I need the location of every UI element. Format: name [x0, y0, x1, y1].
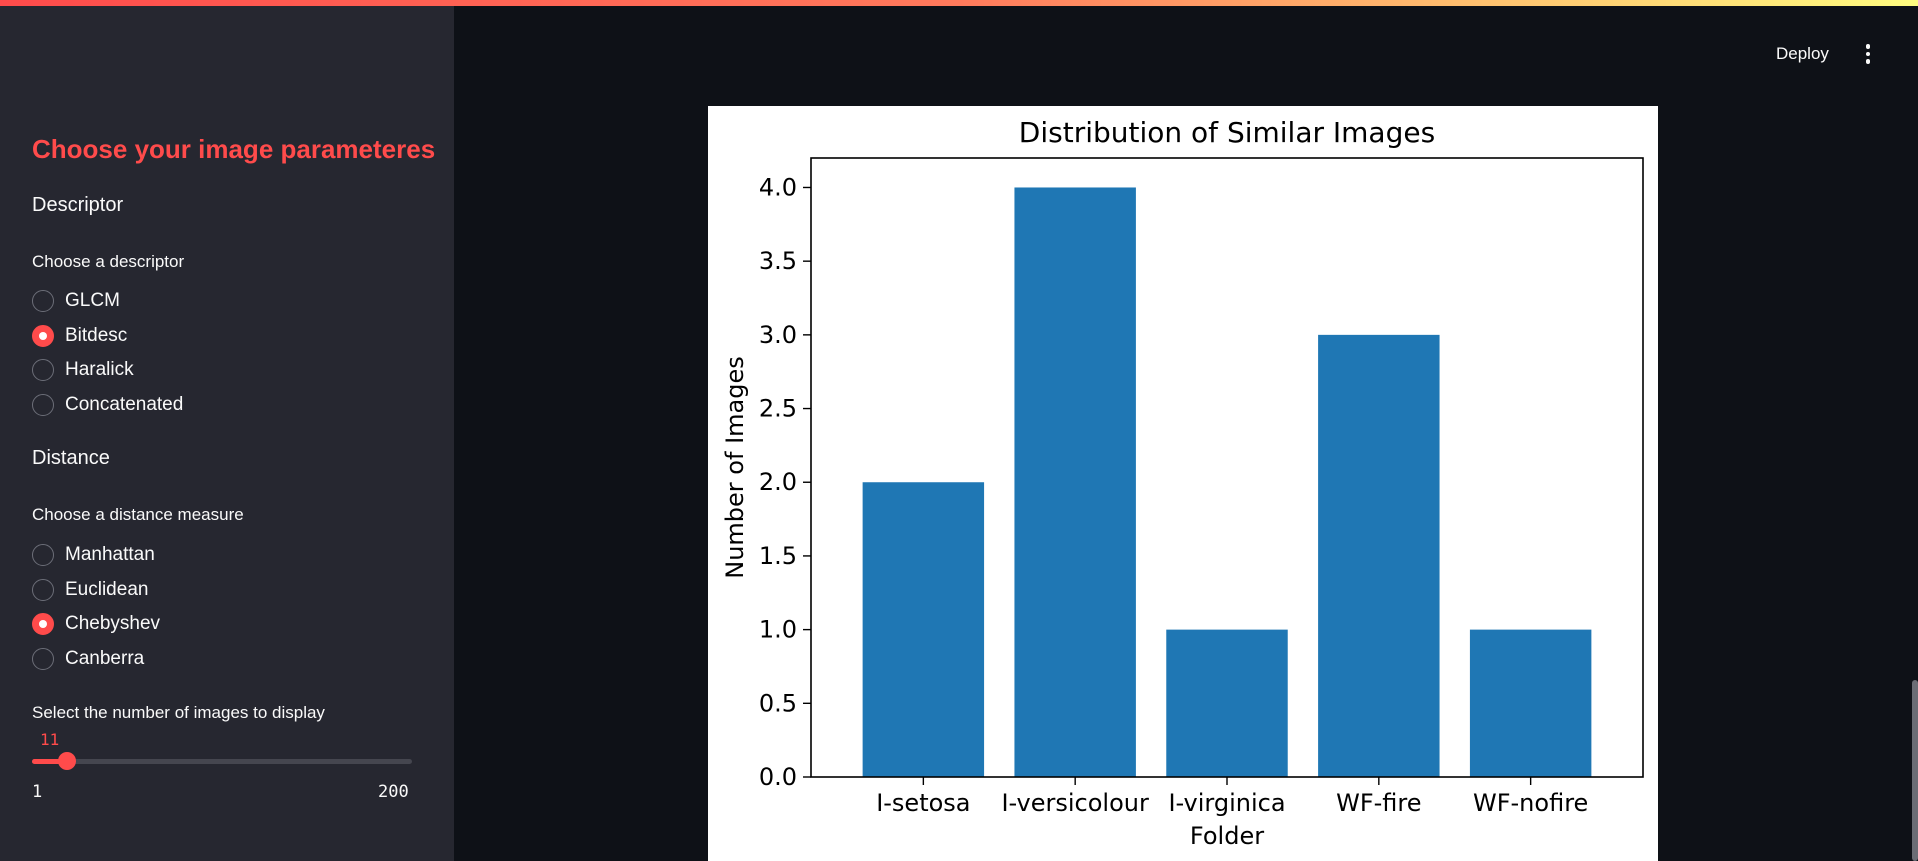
radio-button-icon[interactable]	[32, 290, 54, 313]
sidebar-title: Choose your image parameteres	[32, 134, 436, 164]
image-count-slider[interactable]	[32, 752, 412, 770]
x-axis-label: Folder	[1190, 822, 1264, 850]
descriptor-label: Choose a descriptor	[32, 252, 185, 271]
radio-label: Euclidean	[65, 578, 149, 600]
more-vertical-icon[interactable]	[1856, 36, 1880, 72]
chart-bar	[862, 482, 985, 777]
radio-button-icon[interactable]	[32, 544, 54, 567]
x-tick-label: I-virginica	[1168, 789, 1285, 817]
x-tick-label: WF-nofire	[1473, 789, 1588, 817]
slider-label: Select the number of images to display	[32, 703, 325, 722]
slider-fill	[32, 759, 68, 764]
radio-label: GLCM	[65, 290, 120, 312]
radio-option-chebyshev[interactable]: Chebyshev	[32, 607, 160, 642]
y-tick-label: 1.5	[759, 542, 797, 570]
x-tick-label: I-setosa	[876, 789, 970, 817]
radio-option-euclidean[interactable]: Euclidean	[32, 573, 160, 608]
y-tick-label: 3.0	[759, 321, 797, 349]
radio-option-manhattan[interactable]: Manhattan	[32, 538, 160, 573]
y-tick-label: 0.5	[759, 689, 797, 717]
menu-dot	[1865, 59, 1871, 64]
radio-label: Bitdesc	[65, 324, 128, 346]
chart-bar	[1469, 629, 1592, 777]
deploy-button[interactable]: Deploy	[1764, 36, 1841, 72]
radio-button-icon[interactable]	[32, 613, 54, 636]
y-tick-label: 1.0	[759, 616, 797, 644]
x-tick-label: WF-fire	[1336, 789, 1421, 817]
y-tick-label: 3.5	[759, 247, 797, 275]
chart-title: Distribution of Similar Images	[1019, 116, 1435, 149]
distance-radio-group: Manhattan Euclidean Chebyshev Canberra	[32, 538, 160, 676]
radio-option-canberra[interactable]: Canberra	[32, 642, 160, 677]
radio-label: Canberra	[65, 647, 145, 669]
y-tick-label: 2.5	[759, 395, 797, 423]
radio-button-icon[interactable]	[32, 359, 54, 382]
distance-label: Choose a distance measure	[32, 505, 244, 524]
radio-button-icon[interactable]	[32, 647, 54, 670]
y-axis-label: Number of Images	[721, 356, 749, 578]
slider-current-value: 11	[40, 730, 60, 749]
main-scrollbar[interactable]	[1912, 680, 1918, 861]
menu-dot	[1865, 51, 1871, 57]
radio-option-concatenated[interactable]: Concatenated	[32, 388, 183, 423]
radio-label: Concatenated	[65, 393, 184, 415]
slider-thumb[interactable]	[58, 752, 77, 770]
radio-button-icon[interactable]	[32, 393, 54, 416]
chart-bar	[1014, 187, 1136, 777]
radio-label: Chebyshev	[65, 613, 161, 635]
radio-label: Manhattan	[65, 544, 155, 566]
chart-figure: 0.0 0.5 1.0 1.5 2.0 2.5 3.0 3.5 4.0 I-setosa I-ver…	[708, 106, 1658, 861]
radio-option-haralick[interactable]: Haralick	[32, 353, 183, 388]
descriptor-heading: Descriptor	[32, 194, 124, 216]
chart-bar	[1318, 334, 1440, 777]
y-tick-label: 4.0	[759, 173, 797, 201]
chart-bar	[1166, 629, 1288, 777]
radio-label: Haralick	[65, 359, 134, 381]
top-decoration-stripe	[0, 0, 1918, 6]
x-tick-label: I-versicolour	[1001, 789, 1149, 817]
bar-chart: 0.0 0.5 1.0 1.5 2.0 2.5 3.0 3.5 4.0 I-setosa I-ver…	[721, 116, 1644, 850]
distance-heading: Distance	[32, 447, 110, 469]
radio-option-bitdesc[interactable]: Bitdesc	[32, 319, 183, 354]
radio-option-glcm[interactable]: GLCM	[32, 284, 183, 319]
descriptor-radio-group: GLCM Bitdesc Haralick Concatenated	[32, 284, 183, 422]
radio-button-icon[interactable]	[32, 324, 54, 347]
y-tick-label: 2.0	[759, 468, 797, 496]
y-tick-label: 0.0	[759, 763, 797, 791]
menu-dot	[1865, 44, 1871, 49]
slider-max-label: 200	[378, 782, 409, 802]
sidebar: Choose your image parameteres Descriptor…	[0, 0, 454, 861]
slider-min-label: 1	[32, 782, 43, 802]
radio-button-icon[interactable]	[32, 578, 54, 601]
